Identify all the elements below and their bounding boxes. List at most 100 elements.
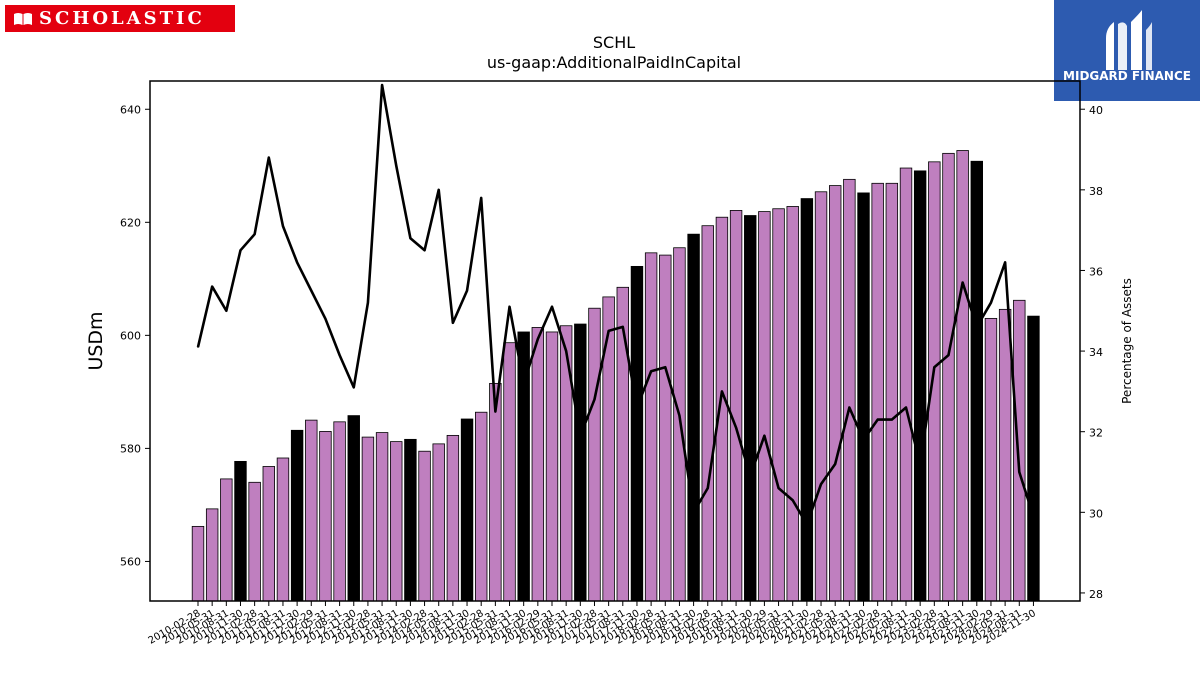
line-point [565,350,567,352]
line-point [551,305,553,308]
line-point [537,338,539,340]
bar [602,296,615,602]
y2-tick-label: 36 [1089,265,1103,278]
line-point [466,289,468,292]
bar [460,418,474,602]
line-point [1018,471,1021,473]
bar [1027,315,1040,602]
bar [942,152,955,602]
bar [418,450,431,602]
bar [715,216,729,602]
line-point [480,197,483,199]
line-point [636,406,638,409]
line-point [197,346,199,348]
bar [347,415,360,602]
line-point [296,261,298,264]
y2-tick-label: 38 [1089,185,1103,198]
plot-frame [149,80,1081,602]
bar [829,185,842,602]
line-point [834,463,836,465]
line-point [324,318,327,320]
line-point [749,475,752,477]
line-point [976,326,978,328]
line-point [423,249,426,252]
bar [928,161,941,602]
y-axis-left: 560 580 600 620 640 [120,103,150,568]
line-point [820,483,822,485]
y-tick-label: 640 [120,103,141,116]
y-tick-label: 600 [120,329,141,342]
y2-tick-label: 30 [1089,507,1103,520]
bar [361,436,375,602]
bar [984,317,998,602]
bar [885,182,899,602]
bar [687,233,700,602]
y-tick-label: 560 [120,555,141,568]
line-point [409,237,412,240]
bar [701,225,714,602]
line-point [961,281,964,284]
bar [1013,299,1026,602]
bar [857,192,870,602]
bar [956,150,969,602]
bar [729,210,743,602]
bar [220,478,233,602]
bar [262,466,276,602]
midgard-mark-icon [1106,10,1152,70]
bar [234,460,247,602]
line-point [268,156,270,159]
line-point [338,354,341,356]
line-point [395,164,398,167]
line-point [848,406,851,409]
line-series [196,83,1035,526]
midgard-finance-logo: MIDGARD FINANCE [1054,0,1200,101]
line-point [437,189,440,191]
bar [913,170,927,602]
bar [446,434,460,602]
line-point [522,382,525,385]
scholastic-logo: SCHOLASTIC [5,5,235,32]
line-point [310,289,313,292]
line-point [508,305,511,308]
bar [843,178,856,602]
y-tick-label: 580 [120,442,141,455]
line-percentage-of-assets [196,83,1035,526]
bar [489,382,502,602]
bar [390,441,403,602]
line-point [735,426,737,429]
line-point [678,414,681,417]
line-point [622,326,624,328]
line-point [253,233,256,235]
line-point [1004,261,1006,264]
line-point [990,301,992,304]
bar [744,215,757,602]
bar [305,419,318,602]
line-point [777,487,780,489]
line-point [763,434,766,437]
line-point [1032,515,1035,518]
line-point [494,410,497,413]
bar [191,525,205,602]
bar [531,327,545,602]
line-point [579,434,582,437]
bar [970,160,984,602]
chart-subtitle: us-gaap:AdditionalPaidInCapital [487,53,741,72]
bar [276,457,290,602]
bar [503,342,516,602]
line-point [891,418,893,421]
line-point [381,84,383,86]
line-point [650,370,652,373]
y-axis-right: 28 30 32 34 36 38 40 [1080,104,1103,601]
line-point [919,463,921,465]
bar [248,481,261,602]
bar [659,254,672,602]
y2-tick-label: 28 [1089,588,1103,601]
line-point [933,366,936,369]
line-point [706,487,709,489]
bar [205,508,219,602]
y-tick-label: 620 [120,216,141,229]
bar [574,323,587,602]
bar [899,167,913,602]
bar [758,211,771,602]
